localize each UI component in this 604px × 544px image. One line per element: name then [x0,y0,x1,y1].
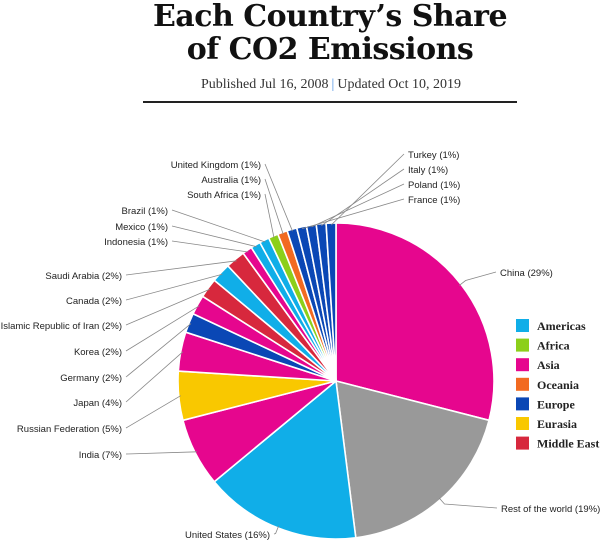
legend-swatch-eurasia [516,417,529,430]
label-india: India (7%) [79,450,122,461]
leader-line-south-africa [264,193,275,238]
leader-line-japan [125,351,184,403]
published-date: Published Jul 16, 2008 [200,77,329,92]
updated-date: Updated Oct 10, 2019 [337,77,462,92]
legend-label-middle-east: Middle East [537,437,599,451]
legend-swatch-africa [516,338,529,352]
leader-line-rest-of-the-world [438,497,498,509]
leader-line-united-kingdom [264,163,293,232]
slice-turkey [325,222,337,382]
leader-line-australia [264,178,284,235]
label-australia: Australia (1%) [201,175,261,186]
label-canada: Canada (2%) [66,296,122,307]
label-saudi-arabia: Saudi Arabia (2%) [45,271,122,282]
legend-label-americas: Americas [537,319,586,333]
leader-line-russian-federation [125,395,181,429]
legend-label-oceania: Oceania [537,378,579,392]
leader-line-united-states [273,525,279,535]
leader-line-islamic-republic-of-iran [125,288,210,326]
label-korea: Korea (2%) [74,347,122,358]
title-line-1: Each Country’s Share [152,0,508,34]
legend-swatch-middle-east [516,436,529,450]
label-poland: Poland (1%) [408,180,460,191]
label-japan: Japan (4%) [73,398,122,409]
legend-swatch-asia [516,358,529,372]
label-united-states: United States (16%) [185,530,270,541]
leader-line-china [459,271,497,286]
leader-line-canada [125,273,223,301]
leader-line-germany [125,323,192,378]
label-turkey: Turkey (1%) [408,150,459,161]
legend-label-africa: Africa [537,339,570,353]
legend: Americas Africa Asia Oceania Europe Eurasia Mi… [516,319,599,451]
label-france: France (1%) [408,195,460,206]
legend-swatch-europe [516,397,529,411]
leader-line-india [125,451,198,455]
leader-lines [125,153,498,535]
legend-swatch-oceania [516,377,529,391]
pie-slices [177,222,495,540]
label-china: China (29%) [500,268,553,279]
leader-line-italy [321,168,405,227]
leader-line-brazil [171,209,266,243]
leader-line-mexico [171,225,257,248]
label-mexico: Mexico (1%) [115,222,168,233]
date-separator: | [331,77,335,92]
title-divider [143,101,517,103]
label-italy: Italy (1%) [408,165,448,176]
leader-line-turkey [330,153,405,226]
publication-dates: Published Jul 16, 2008 | Updated Oct 10, 2… [0,77,604,93]
leader-line-korea [125,305,200,352]
label-germany: Germany (2%) [60,373,122,384]
leader-line-poland [311,183,405,228]
legend-label-europe: Europe [537,397,575,411]
label-brazil: Brazil (1%) [122,206,168,217]
leader-line-indonesia [171,240,249,253]
label-russian-federation: Russian Federation (5%) [17,424,122,435]
title-line-2: of CO2 Emissions [186,32,474,67]
label-united-kingdom: United Kingdom (1%) [171,160,261,171]
label-indonesia: Indonesia (1%) [104,237,168,248]
legend-label-asia: Asia [537,358,560,372]
legend-swatch-americas [516,319,529,332]
chart-title: Each Country’s Share of CO2 Emissions [0,0,604,66]
label-islamic-republic-of-iran: Islamic Republic of Iran (2%) [1,321,122,332]
label-south-africa: South Africa (1%) [187,190,261,201]
label-rest-of-the-world: Rest of the world (19%) [501,504,600,515]
slice-labels: China (29%) Rest of the world (19%) United… [1,150,601,541]
leader-line-saudi-arabia [125,260,237,276]
legend-label-eurasia: Eurasia [537,417,577,431]
